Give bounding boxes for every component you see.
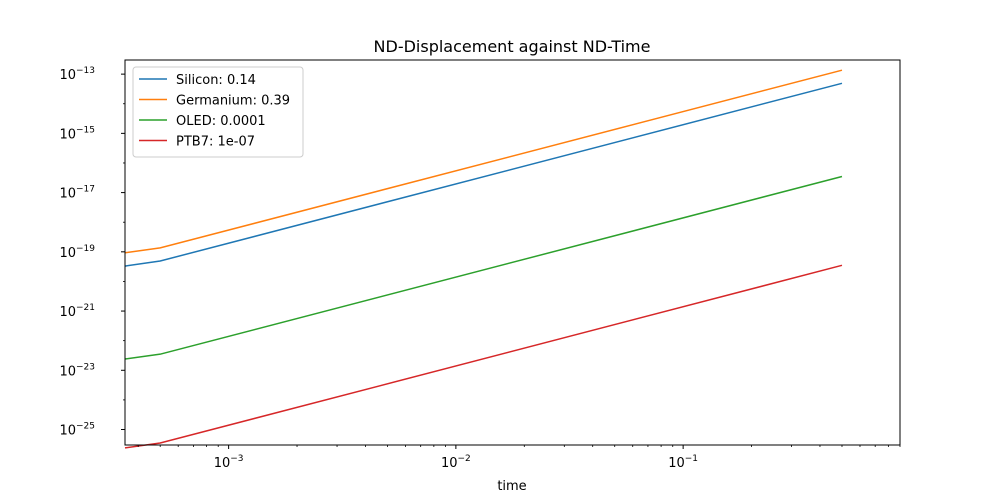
legend: Silicon: 0.14 Germanium: 0.39 OLED: 0.0001… — [132, 66, 304, 158]
series-line-2 — [124, 175, 843, 360]
series-line-1 — [124, 69, 843, 254]
axes-frame — [124, 59, 901, 446]
legend-label-0: Silicon: 0.14 — [176, 73, 256, 88]
chart-title: ND-Displacement against ND-Time — [374, 37, 651, 56]
legend-label-1: Germanium: 0.39 — [176, 94, 290, 109]
y-tick-label-1: 10−15 — [59, 125, 95, 142]
y-tick-label-3: 10−19 — [59, 244, 95, 261]
legend-label-3: PTB7: 1e-07 — [176, 135, 255, 150]
x-tick-label-1: 10−2 — [441, 454, 471, 471]
series-line-0 — [124, 82, 843, 267]
legend-label-2: OLED: 0.0001 — [176, 114, 266, 129]
y-tick-label-6: 10−25 — [59, 422, 95, 439]
y-tick-label-5: 10−23 — [59, 362, 95, 379]
x-tick-label-0: 10−3 — [214, 454, 244, 471]
axis-ticks: 10−3 10−2 10−1 10−13 10−15 10−17 10−19 10−21 10−… — [59, 66, 901, 471]
y-tick-label-2: 10−17 — [59, 185, 95, 202]
plot-area — [124, 69, 843, 449]
x-axis-label: time — [497, 479, 526, 494]
legend-box — [132, 66, 304, 158]
y-tick-label-0: 10−13 — [59, 66, 95, 83]
x-tick-label-2: 10−1 — [668, 454, 698, 471]
series-line-3 — [124, 264, 843, 449]
y-tick-label-4: 10−21 — [59, 303, 95, 320]
